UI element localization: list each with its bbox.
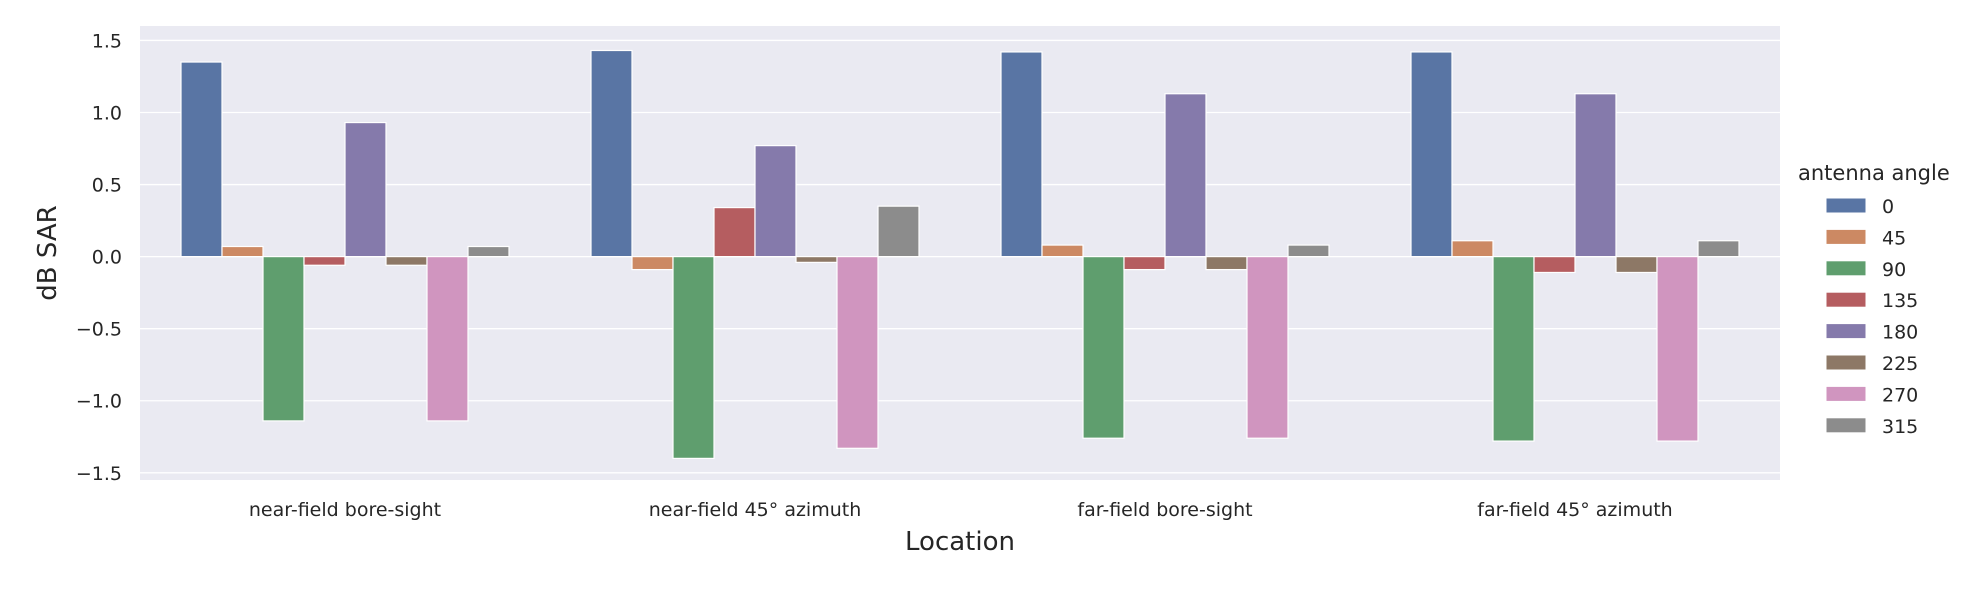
y-tick-label: 1.5 xyxy=(92,30,122,52)
bar xyxy=(1451,240,1494,258)
bar xyxy=(713,207,756,258)
bar xyxy=(1082,256,1125,439)
bar xyxy=(303,256,346,266)
legend-label: 315 xyxy=(1882,416,1918,438)
bar xyxy=(1492,256,1535,442)
bar xyxy=(180,61,223,258)
y-axis-title: dB SAR xyxy=(33,205,63,300)
y-tick-label: −1.0 xyxy=(76,391,122,413)
legend-label: 135 xyxy=(1882,290,1918,312)
legend-title: antenna angle xyxy=(1798,161,1950,185)
legend-swatch xyxy=(1825,228,1867,245)
legend-swatch xyxy=(1825,323,1867,340)
bar xyxy=(631,256,674,271)
y-tick-label: −1.5 xyxy=(76,463,122,485)
bar xyxy=(262,256,305,422)
legend-label: 180 xyxy=(1882,322,1918,344)
bar xyxy=(221,245,264,258)
bar xyxy=(1697,240,1740,258)
legend-label: 225 xyxy=(1882,353,1918,375)
legend-swatch xyxy=(1825,291,1867,308)
bar xyxy=(1287,244,1330,258)
bar xyxy=(467,245,510,258)
x-tick-labels: near-field bore-sight near-field 45° azim… xyxy=(249,499,1673,521)
bar xyxy=(1656,256,1699,442)
bar xyxy=(426,256,469,422)
y-tick-labels: 1.5 1.0 0.5 0.0 −0.5 −1.0 −1.5 xyxy=(76,30,122,484)
legend-label: 45 xyxy=(1882,227,1906,249)
legend-swatch xyxy=(1825,417,1867,434)
bar xyxy=(1533,256,1576,274)
bar xyxy=(385,256,428,266)
bar xyxy=(836,256,879,449)
legend-items: 0 45 90 135 180 225 270 315 xyxy=(1825,196,1918,438)
legend: antenna angle 0 45 90 135 180 225 270 315 xyxy=(1798,161,1950,438)
bar xyxy=(590,49,633,258)
bar xyxy=(1164,93,1207,258)
x-tick-label: far-field bore-sight xyxy=(1077,499,1252,521)
bars xyxy=(180,49,1740,459)
bar xyxy=(1000,51,1043,258)
legend-label: 90 xyxy=(1882,259,1906,281)
bar xyxy=(795,256,838,263)
bar xyxy=(754,145,797,258)
bar xyxy=(1615,256,1658,274)
y-tick-label: 0.0 xyxy=(92,247,122,269)
y-tick-label: −0.5 xyxy=(76,319,122,341)
y-tick-label: 0.5 xyxy=(92,175,122,197)
bar xyxy=(1410,51,1453,258)
legend-swatch xyxy=(1825,385,1867,402)
bar xyxy=(1123,256,1166,271)
bar xyxy=(1574,93,1617,258)
legend-label: 270 xyxy=(1882,384,1918,406)
bar xyxy=(1205,256,1248,271)
bar xyxy=(344,121,387,258)
legend-label: 0 xyxy=(1882,196,1894,218)
legend-swatch xyxy=(1825,197,1867,214)
x-axis-title: Location xyxy=(905,527,1015,557)
legend-swatch xyxy=(1825,260,1867,277)
y-tick-label: 1.0 xyxy=(92,102,122,124)
x-tick-label: near-field bore-sight xyxy=(249,499,441,521)
bar xyxy=(1041,244,1084,258)
bar xyxy=(672,256,715,459)
x-tick-label: near-field 45° azimuth xyxy=(649,499,862,521)
bar xyxy=(877,205,920,258)
bar xyxy=(1246,256,1289,439)
legend-swatch xyxy=(1825,354,1867,371)
x-tick-label: far-field 45° azimuth xyxy=(1477,499,1672,521)
